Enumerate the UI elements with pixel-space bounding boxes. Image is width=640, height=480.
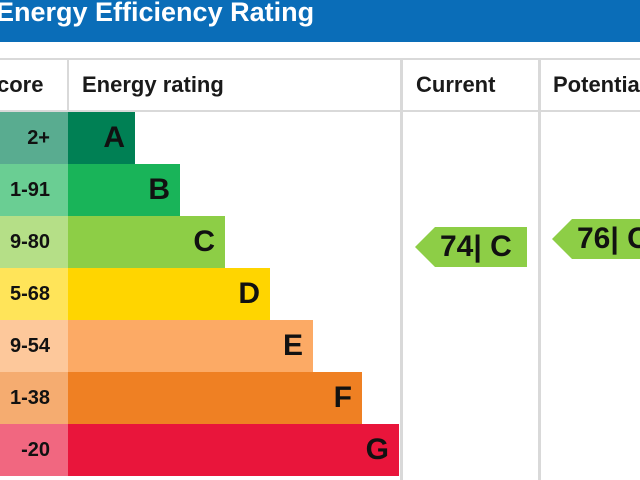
score-range-cell: -20 — [0, 424, 68, 476]
score-range-label: 5-68 — [9, 283, 50, 305]
energy-rating-column-header: Energy rating — [82, 72, 224, 97]
rating-bar: A — [68, 112, 135, 164]
header-bar: Energy Efficiency Rating — [0, 0, 640, 42]
rating-letter: D — [238, 277, 260, 310]
potential-column-header: Potentia — [553, 72, 640, 97]
score-range-cell: 9-54 — [0, 320, 68, 372]
rating-letter: C — [193, 225, 215, 258]
grid-line-top — [0, 58, 640, 60]
rating-bar: B — [68, 164, 180, 216]
score-range-label: 1-38 — [9, 387, 50, 409]
current-column-header: Current — [416, 72, 496, 97]
rating-bar: C — [68, 216, 225, 268]
chart-title: Energy Efficiency Rating — [0, 0, 315, 27]
score-range-label: 9-54 — [9, 335, 50, 357]
score-range-cell: 5-68 — [0, 268, 68, 320]
score-column-header: core — [0, 72, 44, 97]
rating-letter: F — [333, 381, 352, 414]
rating-band-a: 2+ A — [0, 112, 400, 164]
score-range-cell: 2+ — [0, 112, 68, 164]
current-rating-arrow — [415, 227, 527, 267]
potential-rating-arrow — [552, 219, 640, 259]
potential-rating-label: 76| C — [577, 222, 640, 255]
score-range-cell: 1-38 — [0, 372, 68, 424]
rating-letter: B — [148, 173, 170, 206]
grid-line-col1 — [67, 58, 69, 112]
rating-letter: G — [365, 433, 389, 466]
rating-bar: D — [68, 268, 270, 320]
rating-bar: G — [68, 424, 399, 476]
rating-band-c: 9-80 C — [0, 216, 400, 268]
score-range-label: 2+ — [27, 127, 50, 149]
rating-bar: E — [68, 320, 313, 372]
rating-letter: E — [282, 329, 303, 362]
grid-line-col3 — [538, 58, 541, 480]
rating-band-b: 1-91 B — [0, 164, 400, 216]
score-range-label: 1-91 — [9, 179, 50, 201]
score-range-label: -20 — [21, 439, 50, 461]
score-range-cell: 9-80 — [0, 216, 68, 268]
grid-line-col2 — [400, 58, 403, 480]
rating-letter: A — [103, 121, 125, 154]
rating-band-d: 5-68 D — [0, 268, 400, 320]
rating-bar: F — [68, 372, 362, 424]
score-range-cell: 1-91 — [0, 164, 68, 216]
score-range-label: 9-80 — [9, 231, 50, 253]
rating-band-g: -20 G — [0, 424, 400, 476]
rating-band-f: 1-38 F — [0, 372, 400, 424]
rating-band-e: 9-54 E — [0, 320, 400, 372]
grid-line-header — [0, 110, 640, 112]
current-rating-label: 74| C — [440, 230, 512, 263]
